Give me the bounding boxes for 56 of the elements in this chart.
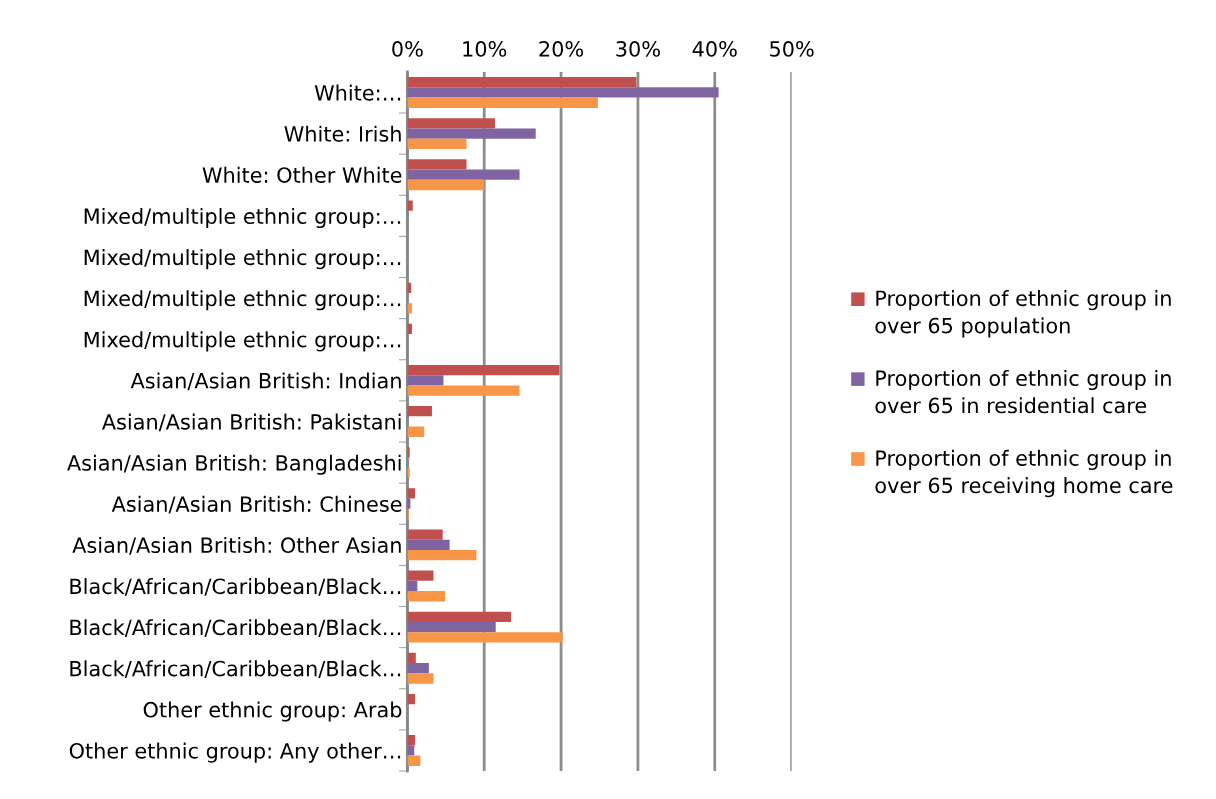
y-tick-label: Other ethnic group: Arab (143, 701, 402, 722)
bar (407, 87, 719, 98)
bar (407, 385, 520, 396)
bar (407, 200, 413, 211)
x-tick-label: 40% (692, 41, 737, 57)
bar (407, 179, 485, 191)
bar (407, 77, 637, 88)
bar (407, 488, 416, 499)
y-tick-label: Other ethnic group: Any other… (69, 742, 401, 763)
bar (407, 591, 446, 602)
y-tick-label: Asian/Asian British: Bangladeshi (67, 454, 401, 475)
x-tick-label: 20% (539, 41, 584, 57)
y-tick-label: Black/African/Caribbean/Black… (70, 619, 401, 637)
y-tick-label: White: Irish (284, 125, 401, 142)
bar (407, 118, 495, 129)
y-tick-label: Asian/Asian British: Other Asian (72, 536, 401, 555)
bar (407, 138, 467, 150)
bar (407, 375, 444, 386)
x-tick-label: 0% (392, 41, 423, 57)
x-tick-label: 10% (463, 41, 507, 57)
bar (407, 529, 443, 540)
bar (407, 169, 520, 180)
bar (407, 632, 563, 643)
y-tick-label: Asian/Asian British: Indian (130, 372, 401, 391)
bar (407, 406, 432, 417)
y-tick-label: White:… (314, 84, 401, 101)
bar (407, 621, 496, 633)
x-tick-label: 50% (770, 41, 814, 57)
y-tick-label: Mixed/multiple ethnic group:… (84, 207, 401, 229)
bar (407, 159, 467, 170)
y-tick-label: Asian/Asian British: Pakistani (101, 413, 401, 432)
bar (407, 673, 434, 684)
x-tick-label: 30% (616, 41, 660, 57)
bar (407, 570, 434, 581)
bar (407, 303, 412, 314)
legend-label: Proportion of ethnic group in over 65 receiving home care (875, 449, 1173, 498)
bar (407, 426, 425, 437)
bar (407, 97, 598, 108)
bar (407, 663, 429, 674)
bar (407, 128, 536, 139)
bar (407, 755, 421, 766)
y-tick-label: Mixed/multiple ethnic group:… (84, 249, 401, 270)
bar (407, 745, 415, 756)
y-tick-label: White: Other White (202, 166, 402, 183)
bar (407, 652, 416, 664)
bar (407, 611, 512, 622)
bar (407, 364, 560, 376)
y-tick-label: Mixed/multiple ethnic group:… (84, 290, 401, 311)
y-tick-label: Black/African/Caribbean/Black… (70, 578, 401, 596)
y-tick-label: Asian/Asian British: Chinese (111, 495, 402, 514)
y-tick-label: Black/African/Caribbean/Black… (70, 660, 401, 679)
y-tick-label: Mixed/multiple ethnic group:… (84, 331, 401, 352)
bar (407, 549, 477, 561)
legend-label: Proportion of ethnic group in over 65 in residential care (875, 369, 1171, 414)
legend-label: Proportion of ethnic group in over 65 population (875, 290, 1171, 338)
bar (407, 539, 450, 550)
